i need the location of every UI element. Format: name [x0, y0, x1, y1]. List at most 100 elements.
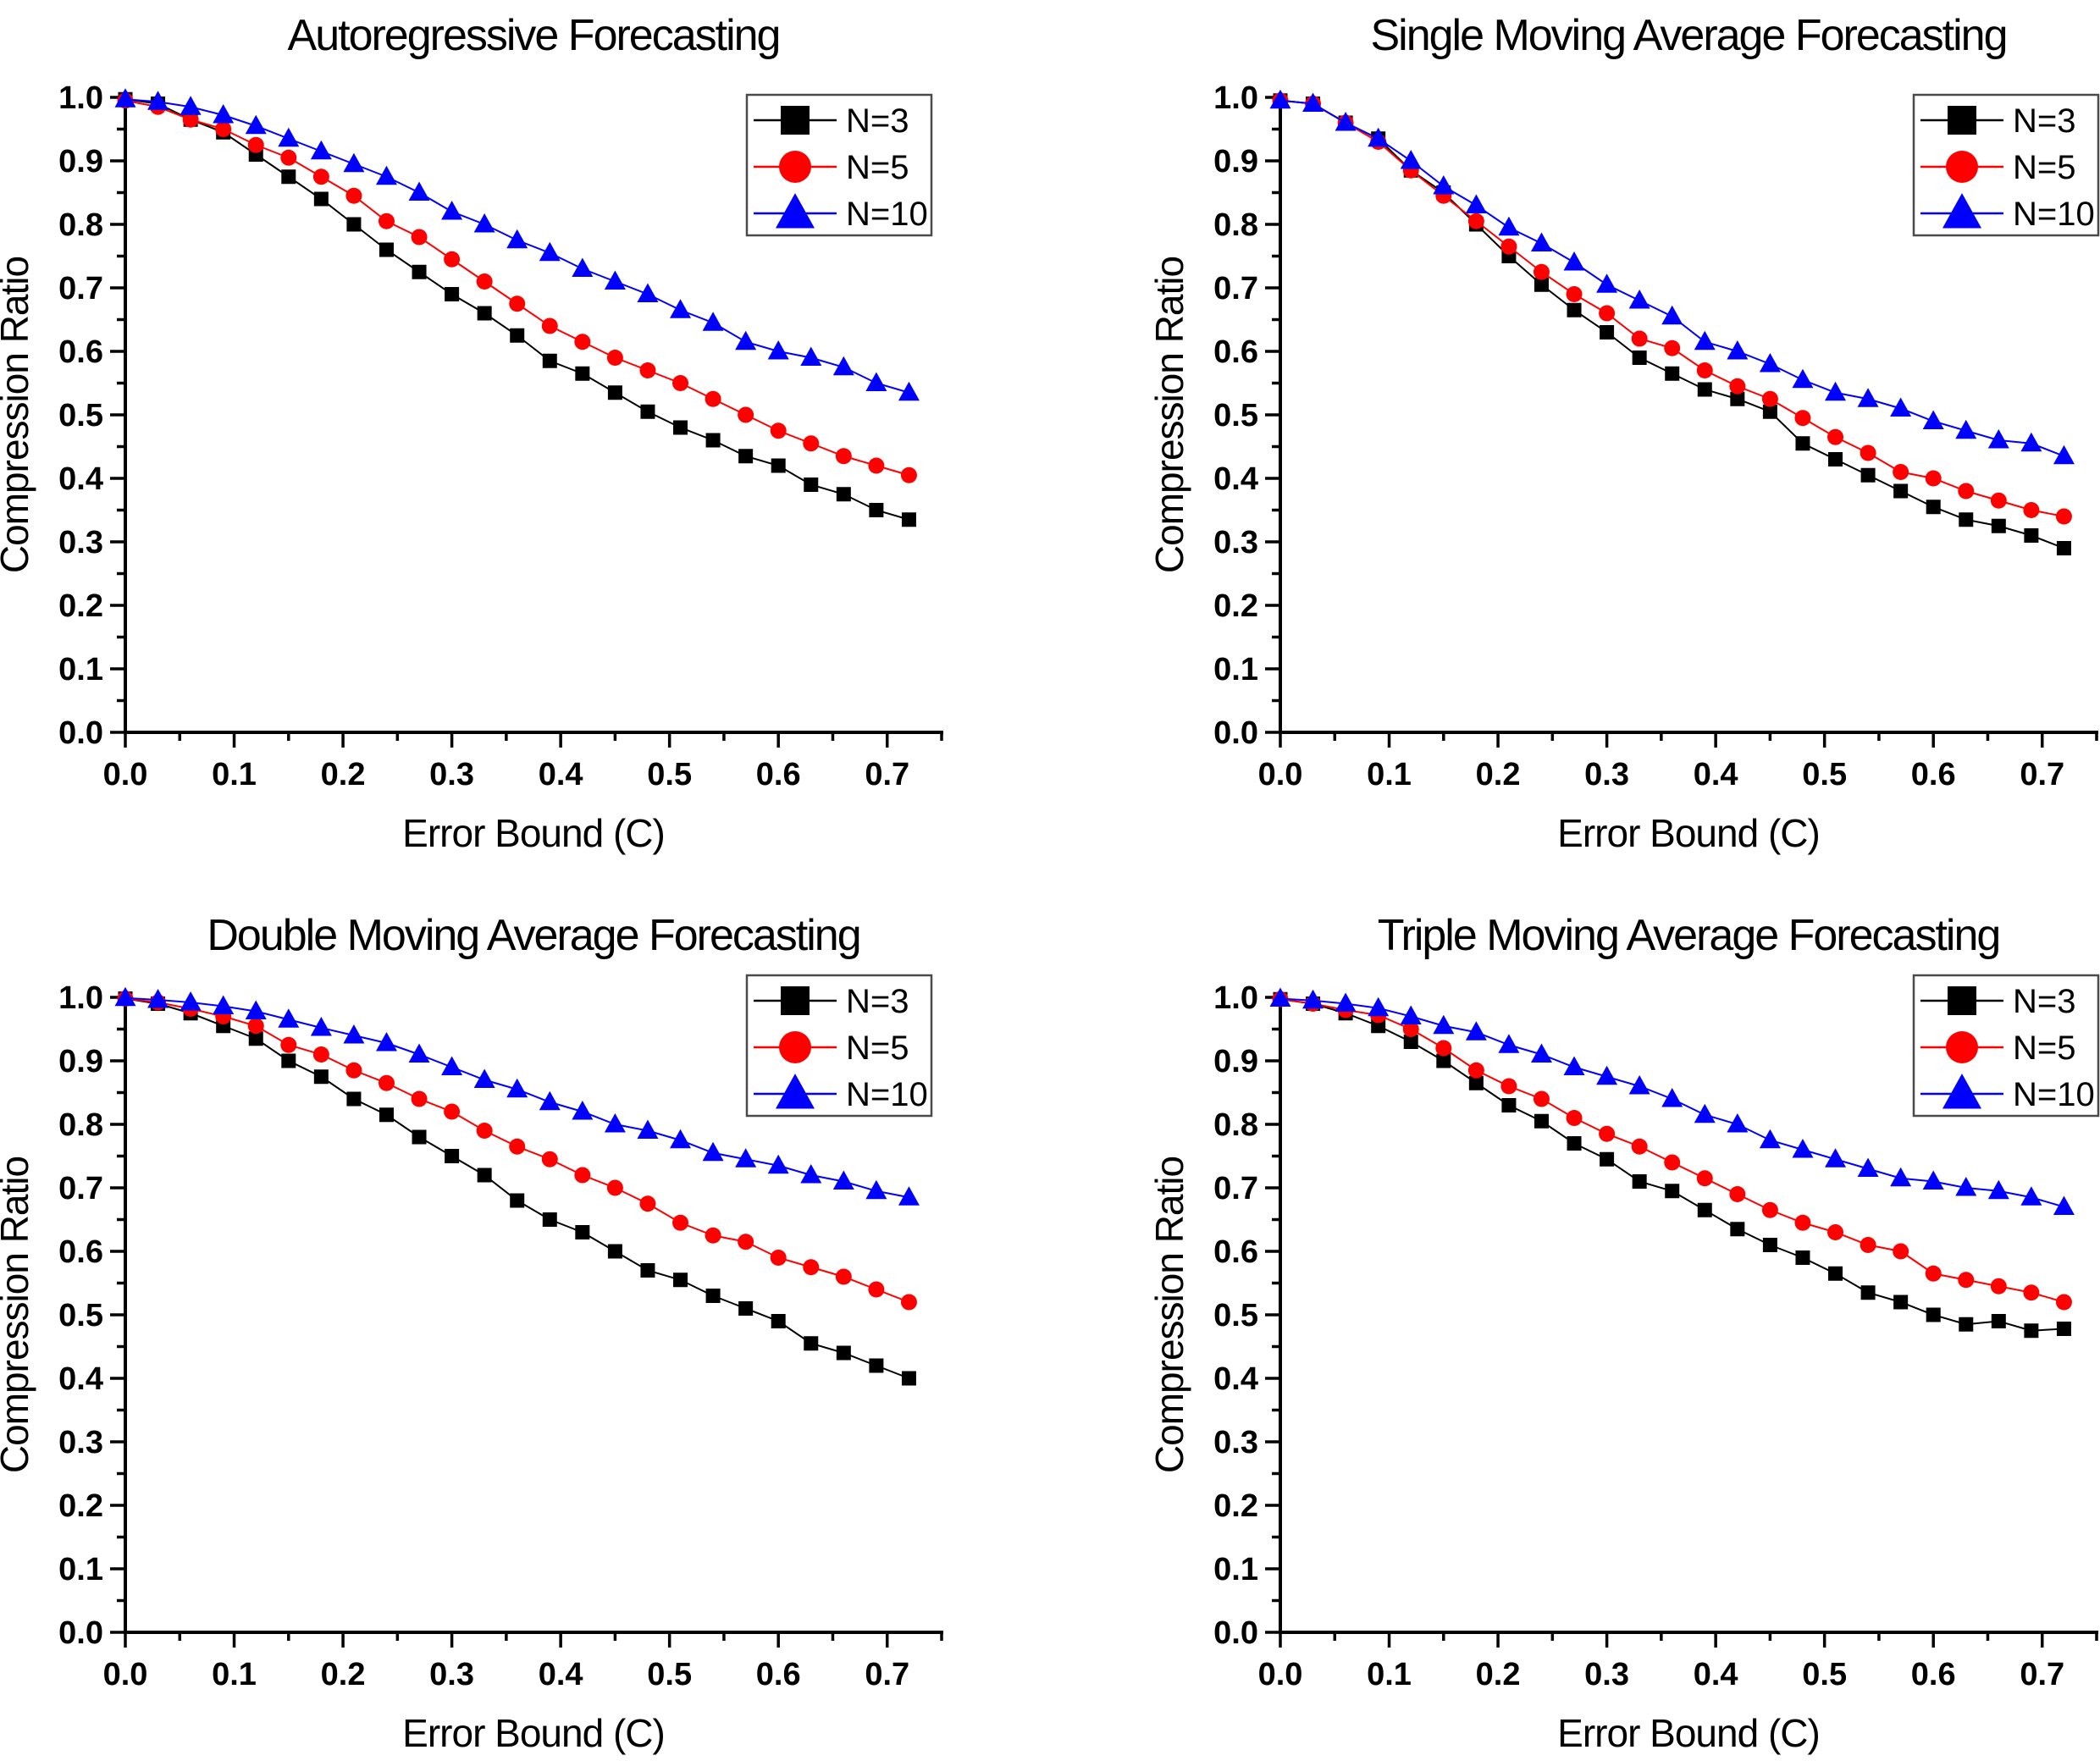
- x-tick-label: 0.3: [1584, 757, 1629, 792]
- data-point-marker: [1498, 1034, 1520, 1053]
- legend-marker: [779, 151, 811, 183]
- y-tick-label: 0.4: [58, 461, 103, 497]
- y-tick-label: 0.5: [1213, 398, 1258, 433]
- data-point-marker: [803, 1259, 820, 1276]
- data-point-marker: [1600, 1151, 1615, 1167]
- y-tick-label: 0.0: [1213, 1615, 1258, 1651]
- data-point-marker: [770, 422, 787, 439]
- legend-box: [1912, 974, 2100, 1118]
- legend-label: N=3: [846, 102, 909, 140]
- data-point-marker: [1991, 518, 2006, 533]
- data-point-marker: [1631, 1138, 1648, 1155]
- x-tick-label: 0.6: [756, 757, 801, 792]
- data-point-marker: [1563, 1056, 1585, 1075]
- data-point-marker: [313, 1069, 329, 1085]
- data-point-marker: [574, 1167, 591, 1184]
- data-point-marker: [670, 1129, 692, 1149]
- y-tick-label: 0.4: [58, 1361, 103, 1397]
- x-tick-label: 0.7: [2020, 757, 2064, 792]
- data-point-marker: [1893, 464, 1909, 480]
- legend-label: N=5: [2013, 149, 2076, 186]
- data-point-marker: [738, 449, 754, 464]
- data-point-marker: [640, 1263, 655, 1278]
- data-point-marker: [180, 991, 202, 1011]
- legend-marker: [776, 1074, 815, 1109]
- data-point-marker: [898, 381, 920, 401]
- data-point-marker: [803, 435, 820, 452]
- x-tick-label: 0.0: [1258, 757, 1303, 792]
- y-tick-label: 0.1: [58, 1552, 103, 1587]
- data-point-marker: [1628, 290, 1650, 309]
- data-point-marker: [245, 114, 267, 135]
- data-point-marker: [539, 1090, 561, 1111]
- data-point-marker: [541, 1151, 558, 1168]
- data-point-marker: [542, 1212, 557, 1227]
- x-tick-label: 0.0: [103, 1657, 148, 1692]
- data-point-marker: [804, 1336, 819, 1351]
- x-tick-label: 0.6: [756, 1657, 801, 1692]
- data-point-marker: [575, 366, 590, 381]
- data-point-marker: [541, 317, 558, 334]
- data-point-marker: [574, 334, 591, 351]
- data-point-marker: [1599, 1125, 1616, 1142]
- data-point-marker: [1665, 1184, 1680, 1199]
- data-point-marker: [800, 1164, 822, 1184]
- data-point-marker: [865, 372, 887, 391]
- data-point-marker: [1335, 992, 1357, 1012]
- data-point-marker: [379, 242, 394, 257]
- data-point-marker: [1987, 1179, 2009, 1200]
- y-tick-label: 0.8: [58, 207, 103, 243]
- data-point-marker: [832, 356, 854, 376]
- data-point-marker: [1596, 273, 1618, 293]
- data-point-marker: [1959, 512, 1974, 527]
- data-point-marker: [412, 1129, 427, 1145]
- data-point-marker: [1596, 1065, 1618, 1085]
- legend-entry: N=3: [1920, 102, 2076, 140]
- legend-label: N=3: [2013, 102, 2076, 140]
- x-axis-label: Error Bound (C): [402, 811, 665, 855]
- data-point-marker: [640, 404, 655, 419]
- y-tick-label: 0.2: [58, 588, 103, 624]
- data-point-marker: [1368, 127, 1390, 147]
- data-point-marker: [539, 241, 561, 262]
- data-point-marker: [2056, 1322, 2071, 1336]
- x-tick-label: 0.6: [1911, 1657, 1956, 1692]
- y-tick-label: 0.8: [58, 1107, 103, 1143]
- data-point-marker: [114, 88, 136, 108]
- data-point-marker: [1694, 1103, 1716, 1123]
- data-point-marker: [865, 1179, 887, 1200]
- legend-marker: [1942, 193, 1981, 229]
- data-point-marker: [1563, 251, 1585, 271]
- data-point-marker: [1828, 1266, 1843, 1281]
- x-tick-label: 0.6: [1911, 757, 1956, 792]
- legend-label: N=5: [846, 1030, 909, 1067]
- data-point-marker: [900, 1294, 917, 1311]
- data-point-marker: [2053, 1195, 2075, 1215]
- y-tick-label: 0.8: [1213, 1107, 1258, 1143]
- data-point-marker: [346, 1091, 362, 1107]
- x-tick-label: 0.0: [103, 757, 148, 792]
- data-point-marker: [1729, 378, 1746, 395]
- data-point-marker: [836, 487, 851, 502]
- legend-marker: [776, 193, 815, 229]
- data-point-marker: [869, 1358, 884, 1373]
- data-point-marker: [180, 96, 202, 115]
- data-point-marker: [114, 986, 136, 1007]
- data-point-marker: [411, 1090, 428, 1107]
- data-point-marker: [2055, 508, 2072, 525]
- data-point-marker: [738, 1301, 754, 1316]
- legend-entry: N=3: [754, 102, 909, 140]
- x-tick-label: 0.7: [865, 757, 909, 792]
- x-tick-label: 0.5: [1802, 1657, 1847, 1692]
- data-point-marker: [1664, 340, 1681, 356]
- legend-label: N=10: [846, 196, 928, 233]
- data-point-marker: [310, 140, 332, 160]
- y-tick-label: 0.3: [1213, 1425, 1258, 1460]
- data-point-marker: [278, 1008, 300, 1028]
- data-point-marker: [412, 264, 427, 279]
- y-tick-label: 0.9: [58, 144, 103, 179]
- data-point-marker: [1792, 368, 1814, 389]
- data-point-marker: [1825, 1148, 1847, 1168]
- x-tick-label: 0.4: [1694, 757, 1738, 792]
- data-point-marker: [2023, 1284, 2040, 1301]
